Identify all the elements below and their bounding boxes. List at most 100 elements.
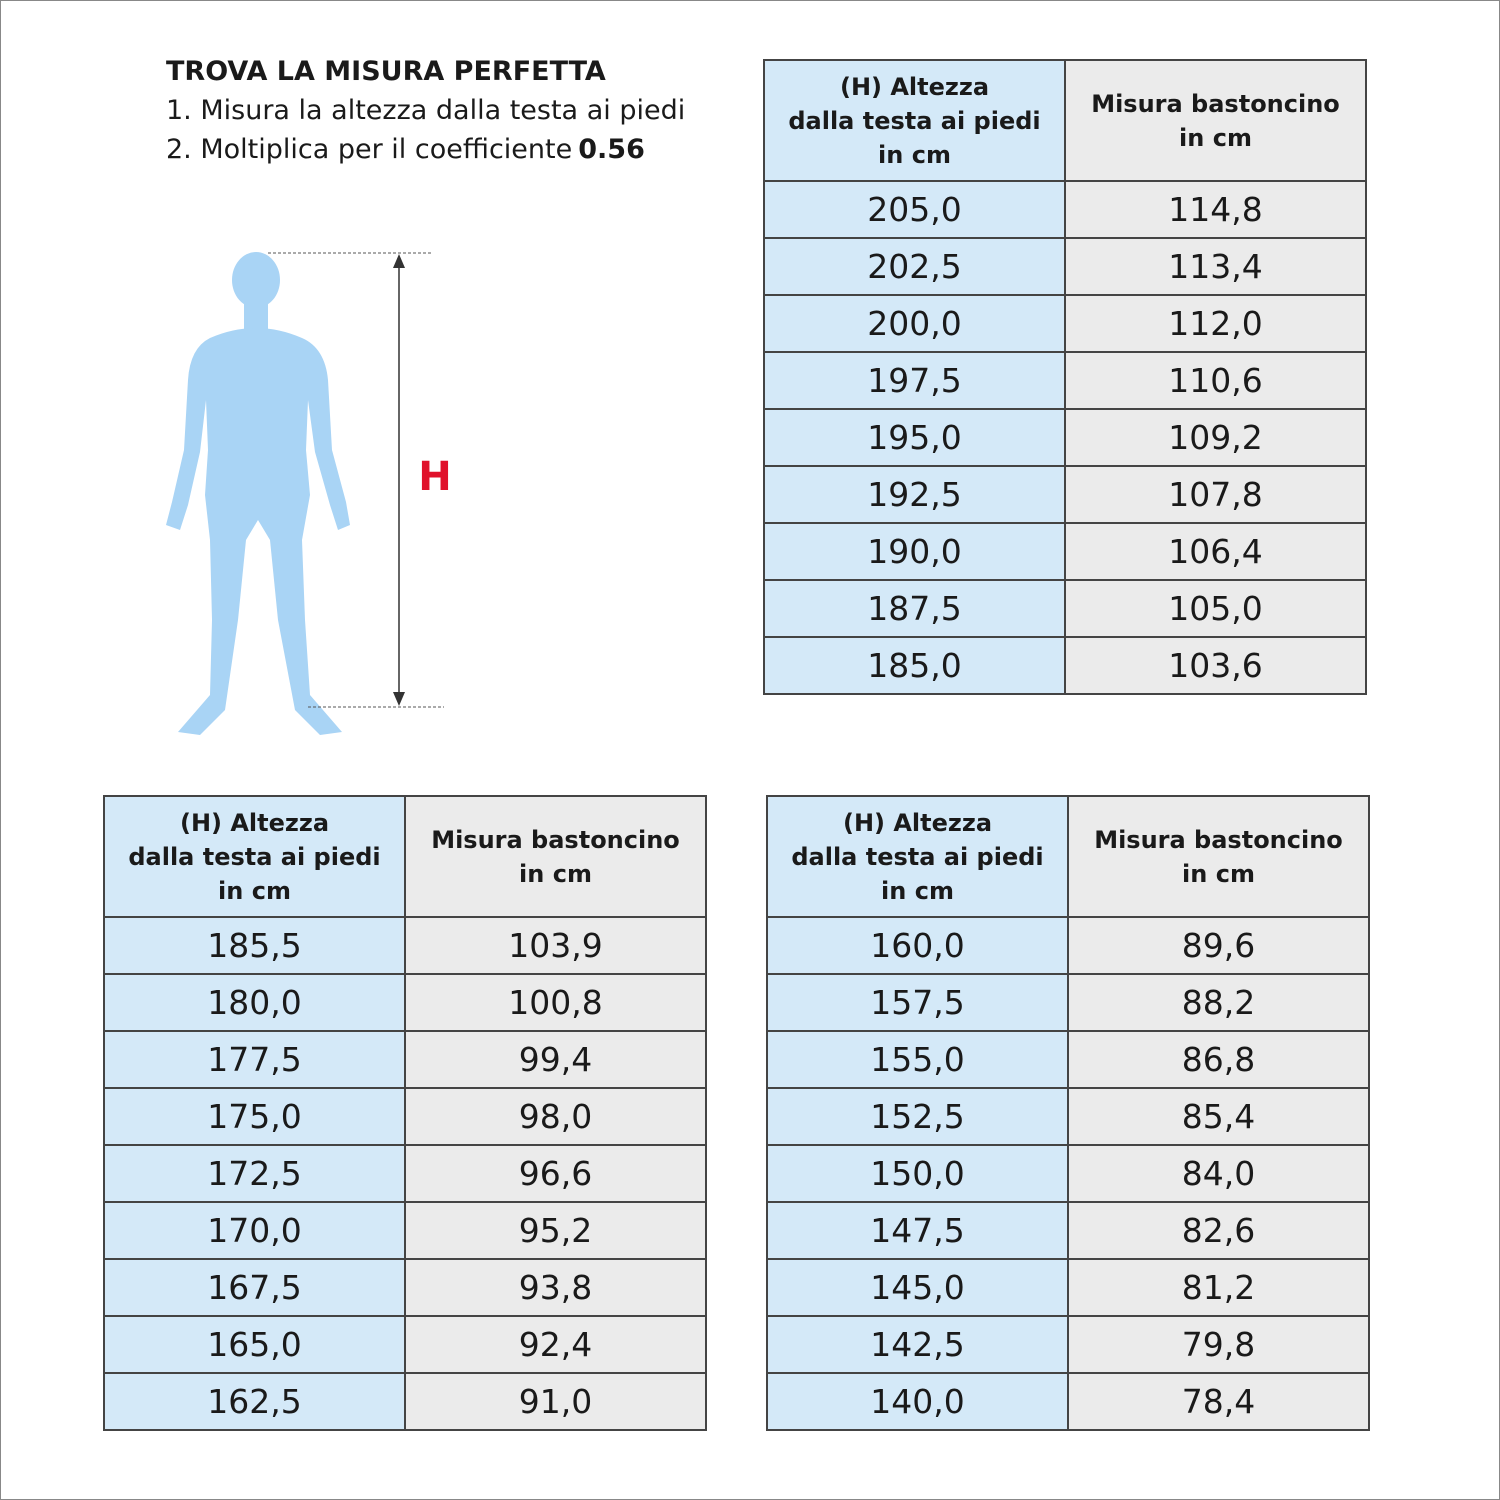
cell: 103,9 xyxy=(404,916,707,975)
header-cell: Misura bastoncino in cm xyxy=(1064,59,1367,182)
row: 197,5 110,6 xyxy=(763,351,1367,410)
header-line: in cm xyxy=(878,140,951,169)
step-text: 2. Moltiplica per il coefficiente xyxy=(166,134,573,165)
row: 205,0 114,8 xyxy=(763,180,1367,239)
header-line: in cm xyxy=(1179,123,1252,152)
cell: 106,4 xyxy=(1064,522,1367,581)
cell: 147,5 xyxy=(766,1201,1069,1260)
row: 175,0 98,0 xyxy=(103,1087,707,1146)
cell: 142,5 xyxy=(766,1315,1069,1374)
cell: 197,5 xyxy=(763,351,1066,410)
cell: 93,8 xyxy=(404,1258,707,1317)
cell: 98,0 xyxy=(404,1087,707,1146)
header-cell: (H) Altezza dalla testa ai piedi in cm xyxy=(763,59,1066,182)
row: 185,5 103,9 xyxy=(103,916,707,975)
cell: 167,5 xyxy=(103,1258,406,1317)
cell: 205,0 xyxy=(763,180,1066,239)
header-line: in cm xyxy=(1182,859,1255,888)
row: 140,0 78,4 xyxy=(766,1372,1370,1431)
cell: 96,6 xyxy=(404,1144,707,1203)
cell: 175,0 xyxy=(103,1087,406,1146)
header-line: Misura bastoncino xyxy=(431,825,680,854)
row: 160,0 89,6 xyxy=(766,916,1370,975)
height-label: H xyxy=(418,454,451,500)
body-figure: H xyxy=(166,252,452,735)
cell: 152,5 xyxy=(766,1087,1069,1146)
header-row: (H) Altezza dalla testa ai piedi in cm Misu… xyxy=(763,59,1367,182)
cell: 113,4 xyxy=(1064,237,1367,296)
size-table: (H) Altezza dalla testa ai piedi in cm Misu… xyxy=(763,59,1367,695)
cell: 82,6 xyxy=(1067,1201,1370,1260)
cell: 91,0 xyxy=(404,1372,707,1431)
row: 147,5 82,6 xyxy=(766,1201,1370,1260)
row: 152,5 85,4 xyxy=(766,1087,1370,1146)
row: 192,5 107,8 xyxy=(763,465,1367,524)
cell: 150,0 xyxy=(766,1144,1069,1203)
header-line: in cm xyxy=(881,876,954,905)
header-row: (H) Altezza dalla testa ai piedi in cm Misu… xyxy=(103,795,707,918)
row: 195,0 109,2 xyxy=(763,408,1367,467)
header-cell: (H) Altezza dalla testa ai piedi in cm xyxy=(103,795,406,918)
cell: 185,0 xyxy=(763,636,1066,695)
cell: 155,0 xyxy=(766,1030,1069,1089)
cell: 107,8 xyxy=(1064,465,1367,524)
cell: 99,4 xyxy=(404,1030,707,1089)
cell: 114,8 xyxy=(1064,180,1367,239)
size-table: (H) Altezza dalla testa ai piedi in cm Misu… xyxy=(103,795,707,1431)
header-line: (H) Altezza xyxy=(842,808,993,837)
cell: 110,6 xyxy=(1064,351,1367,410)
header-line: dalla testa ai piedi xyxy=(128,842,381,871)
cell: 165,0 xyxy=(103,1315,406,1374)
cell: 105,0 xyxy=(1064,579,1367,638)
cell: 180,0 xyxy=(103,973,406,1032)
cell: 162,5 xyxy=(103,1372,406,1431)
cell: 112,0 xyxy=(1064,294,1367,353)
header-row: (H) Altezza dalla testa ai piedi in cm Misu… xyxy=(766,795,1370,918)
cell: 185,5 xyxy=(103,916,406,975)
header-line: in cm xyxy=(519,859,592,888)
cell: 88,2 xyxy=(1067,973,1370,1032)
header-cell: (H) Altezza dalla testa ai piedi in cm xyxy=(766,795,1069,918)
header-line: dalla testa ai piedi xyxy=(791,842,1044,871)
cell: 172,5 xyxy=(103,1144,406,1203)
cell: 81,2 xyxy=(1067,1258,1370,1317)
cell: 78,4 xyxy=(1067,1372,1370,1431)
row: 200,0 112,0 xyxy=(763,294,1367,353)
cell: 79,8 xyxy=(1067,1315,1370,1374)
cell: 84,0 xyxy=(1067,1144,1370,1203)
cell: 145,0 xyxy=(766,1258,1069,1317)
step: 1. Misura la altezza dalla testa ai pied… xyxy=(166,91,685,130)
header-line: Misura bastoncino xyxy=(1091,89,1340,118)
header-cell: Misura bastoncino in cm xyxy=(404,795,707,918)
cell: 187,5 xyxy=(763,579,1066,638)
row: 165,0 92,4 xyxy=(103,1315,707,1374)
cell: 202,5 xyxy=(763,237,1066,296)
row: 142,5 79,8 xyxy=(766,1315,1370,1374)
row: 190,0 106,4 xyxy=(763,522,1367,581)
row: 150,0 84,0 xyxy=(766,1144,1370,1203)
cell: 160,0 xyxy=(766,916,1069,975)
row: 185,0 103,6 xyxy=(763,636,1367,695)
row: 162,5 91,0 xyxy=(103,1372,707,1431)
row: 172,5 96,6 xyxy=(103,1144,707,1203)
size-table: (H) Altezza dalla testa ai piedi in cm Misu… xyxy=(766,795,1370,1431)
header-line: (H) Altezza xyxy=(179,808,330,837)
cell: 177,5 xyxy=(103,1030,406,1089)
row: 145,0 81,2 xyxy=(766,1258,1370,1317)
step-text: 1. Misura la altezza dalla testa ai pied… xyxy=(166,95,686,126)
row: 180,0 100,8 xyxy=(103,973,707,1032)
silhouette xyxy=(166,252,350,735)
row: 157,5 88,2 xyxy=(766,973,1370,1032)
cell: 195,0 xyxy=(763,408,1066,467)
header-cell: Misura bastoncino in cm xyxy=(1067,795,1370,918)
cell: 103,6 xyxy=(1064,636,1367,695)
row: 202,5 113,4 xyxy=(763,237,1367,296)
cell: 157,5 xyxy=(766,973,1069,1032)
header-line: Misura bastoncino xyxy=(1094,825,1343,854)
cell: 170,0 xyxy=(103,1201,406,1260)
header-line: in cm xyxy=(218,876,291,905)
header-line: dalla testa ai piedi xyxy=(788,106,1041,135)
cell: 192,5 xyxy=(763,465,1066,524)
cell: 109,2 xyxy=(1064,408,1367,467)
